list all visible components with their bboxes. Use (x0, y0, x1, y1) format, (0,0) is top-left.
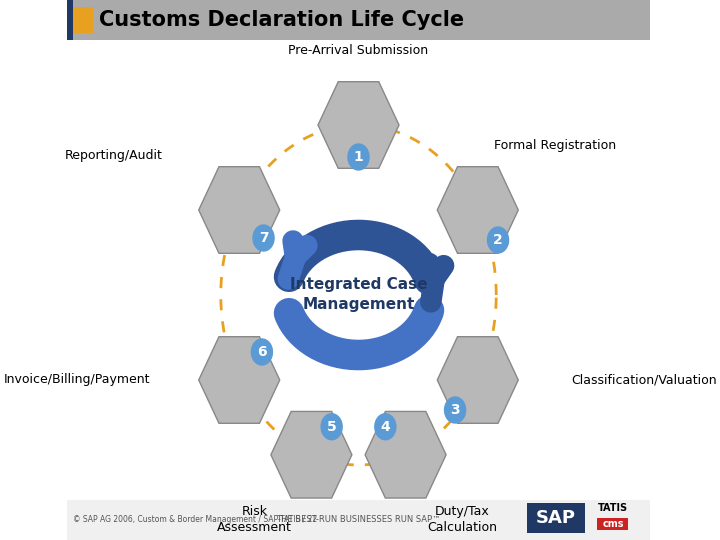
Polygon shape (437, 167, 518, 253)
Text: Formal Registration: Formal Registration (494, 138, 616, 152)
Text: Pre-Arrival Submission: Pre-Arrival Submission (289, 44, 428, 57)
Text: Classification/Valuation: Classification/Valuation (571, 374, 716, 387)
Circle shape (321, 414, 342, 440)
Text: Invoice/Billing/Payment: Invoice/Billing/Payment (4, 374, 150, 387)
Bar (73, 7, 93, 33)
Polygon shape (437, 337, 518, 423)
Text: 3: 3 (450, 403, 460, 417)
Polygon shape (318, 82, 399, 168)
Text: Integrated Case: Integrated Case (289, 278, 427, 293)
Text: cms: cms (602, 519, 624, 529)
Text: 7: 7 (258, 231, 269, 245)
Circle shape (253, 225, 274, 251)
Bar (527, 503, 585, 533)
Polygon shape (199, 337, 280, 423)
Text: Management: Management (302, 298, 415, 313)
Circle shape (375, 414, 396, 440)
Text: 2: 2 (493, 233, 503, 247)
Text: 1: 1 (354, 150, 364, 164)
Bar (67, 0, 73, 40)
Text: Risk
Assessment: Risk Assessment (217, 505, 292, 534)
Circle shape (251, 339, 272, 365)
Text: Reporting/Audit: Reporting/Audit (64, 148, 162, 161)
Text: Customs Declaration Life Cycle: Customs Declaration Life Cycle (99, 10, 464, 30)
Bar (598, 518, 629, 530)
Text: SAP: SAP (536, 509, 576, 527)
Circle shape (348, 144, 369, 170)
Ellipse shape (303, 257, 413, 333)
Polygon shape (365, 411, 446, 498)
Circle shape (444, 397, 466, 423)
Ellipse shape (305, 259, 412, 331)
Bar (67, 0, 650, 40)
Text: THE BEST-RUN BUSINESSES RUN SAP™: THE BEST-RUN BUSINESSES RUN SAP™ (276, 516, 441, 524)
Text: © SAP AG 2006, Custom & Border Management / SAP-TATIS / 22: © SAP AG 2006, Custom & Border Managemen… (73, 516, 318, 524)
Polygon shape (199, 167, 280, 253)
Text: 6: 6 (257, 345, 266, 359)
Bar (67, 500, 650, 540)
Text: Duty/Tax
Calculation: Duty/Tax Calculation (427, 505, 498, 534)
Text: TATIS: TATIS (598, 503, 628, 513)
Circle shape (487, 227, 508, 253)
Polygon shape (271, 411, 352, 498)
Text: 5: 5 (327, 420, 336, 434)
Text: 4: 4 (380, 420, 390, 434)
